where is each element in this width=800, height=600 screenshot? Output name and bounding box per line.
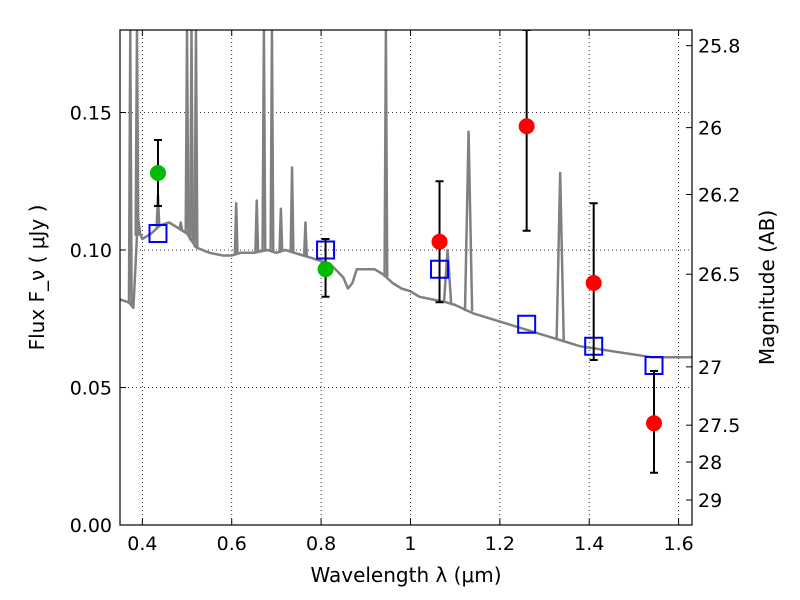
emission-line	[184, 30, 190, 234]
template-spectrum-line	[120, 215, 692, 359]
x-tick-label: 0.4	[127, 533, 157, 555]
emission-line	[261, 30, 267, 251]
emission-line	[188, 30, 195, 241]
plot-area	[120, 30, 692, 474]
x-tick-label: 1.4	[574, 533, 604, 555]
y-tick-label: 0.05	[70, 378, 112, 400]
emission-line	[383, 30, 389, 277]
emission-line	[463, 130, 474, 312]
right-tick-label: 26.2	[698, 184, 740, 206]
emission-line	[127, 30, 133, 304]
observed-optical-point	[317, 261, 334, 278]
right-tick-label: 28	[698, 452, 722, 474]
model-photometry-square	[148, 224, 168, 243]
y-tick-label: 0.00	[70, 515, 112, 537]
x-tick-label: 0.8	[306, 533, 336, 555]
observed-optical-point	[149, 165, 166, 181]
emission-line	[289, 166, 295, 253]
emission-line	[178, 221, 184, 230]
model-photometry-square	[517, 314, 537, 334]
axis-ticks: 0.4 0.6 0.8 1 1.2 1.4 1.6 0.00 0.05 0.10 0.15 25.8 2…	[70, 30, 740, 555]
right-tick-label: 29	[698, 490, 722, 512]
observed-nir-point	[585, 275, 602, 291]
x-tick-label: 0.6	[217, 533, 247, 555]
grid	[120, 30, 692, 525]
y-tick-label: 0.10	[70, 240, 112, 262]
right-tick-label: 25.8	[698, 36, 740, 58]
emission-line	[134, 30, 140, 236]
x-axis-title: Wavelength λ (μm)	[310, 563, 501, 587]
right-tick-label: 26	[698, 118, 722, 140]
plot-frame	[119, 29, 693, 526]
emission-line	[555, 171, 565, 341]
emission-line	[254, 199, 260, 253]
right-tick-label: 27	[698, 357, 722, 379]
y-axis-title: Flux F_ν ( μJy )	[25, 205, 49, 351]
x-tick-label: 1	[404, 533, 416, 555]
emission-line	[193, 30, 199, 248]
y-tick-label: 0.15	[70, 103, 112, 125]
plot-clip-group	[120, 30, 692, 474]
x-tick-label: 1.2	[485, 533, 515, 555]
emission-line	[442, 248, 453, 303]
right-tick-label: 26.5	[698, 264, 740, 286]
right-axis-title: Magnitude (AB)	[755, 210, 779, 365]
emission-line	[278, 207, 284, 252]
emission-line	[302, 221, 309, 257]
right-tick-label: 27.5	[698, 415, 740, 437]
emission-line	[269, 30, 275, 252]
x-tick-label: 1.6	[663, 533, 693, 555]
observed-nir-point	[646, 415, 663, 432]
observed-nir-point	[518, 118, 535, 135]
observed-nir-point	[431, 233, 448, 250]
emission-line	[233, 202, 239, 255]
